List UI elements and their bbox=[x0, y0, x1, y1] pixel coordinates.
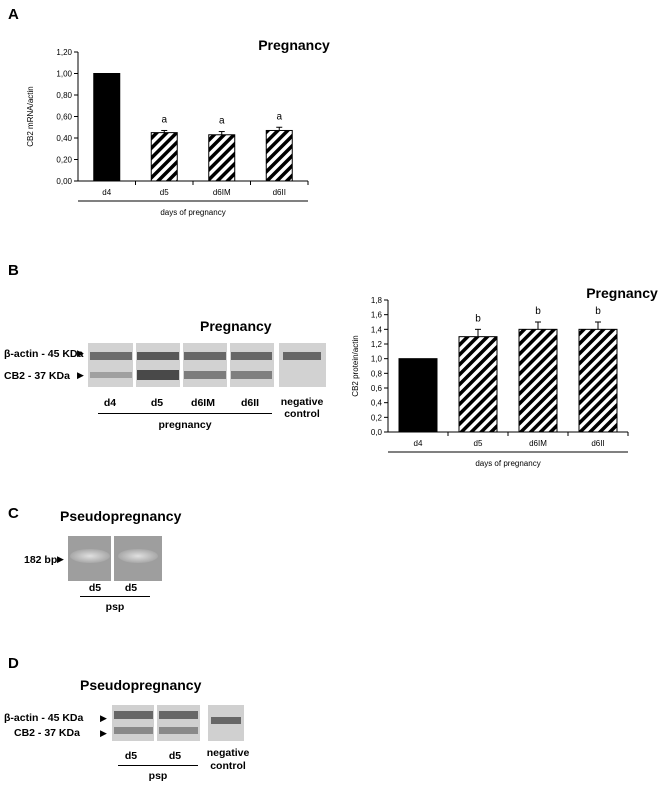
chart-b-x-tick-label: d5 bbox=[474, 439, 483, 448]
chart-a-y-tick-label: 0,00 bbox=[56, 177, 72, 186]
blot-b-title: Pregnancy bbox=[200, 318, 272, 334]
chart-a-significance-label: a bbox=[276, 111, 282, 122]
blot-d-band-label-actin: β-actin - 45 KDa bbox=[4, 712, 84, 724]
blot-b-group-label: pregnancy bbox=[158, 419, 212, 431]
gel-c-group-line bbox=[80, 596, 150, 597]
chart-b-y-tick-label: 1,0 bbox=[371, 355, 383, 364]
chart-b-bar bbox=[398, 358, 438, 433]
chart-a-y-tick-label: 1,20 bbox=[56, 48, 72, 57]
chart-a-y-tick-label: 0,20 bbox=[56, 156, 72, 165]
chart-b-x-tick-label: d4 bbox=[414, 439, 423, 448]
panel-letter-c: C bbox=[8, 505, 19, 522]
arrow-right-icon: ▶ bbox=[100, 728, 107, 738]
blot-d-negative-control-image bbox=[208, 705, 244, 741]
blot-d-lane-label: d5 bbox=[168, 750, 182, 762]
blot-b-lane-label: d6IM bbox=[191, 397, 215, 409]
arrow-right-icon: ▶ bbox=[77, 370, 84, 380]
chart-a-x-tick-label: d4 bbox=[102, 188, 111, 197]
chart-b-y-tick-label: 1,4 bbox=[371, 325, 383, 334]
chart-a-x-tick-label: d5 bbox=[160, 188, 169, 197]
blot-d-control-label-2: control bbox=[210, 760, 246, 772]
blot-d-title: Pseudopregnancy bbox=[80, 677, 202, 693]
blot-d-group-label: psp bbox=[148, 770, 168, 782]
blot-d-image bbox=[112, 705, 200, 741]
blot-b-lane-label: d6II bbox=[240, 397, 260, 409]
chart-b-y-tick-label: 0,6 bbox=[371, 384, 383, 393]
chart-b-title: Pregnancy bbox=[586, 285, 658, 301]
chart-a-bar bbox=[265, 129, 293, 182]
gel-c-image bbox=[68, 536, 162, 581]
chart-a-x-tick-label: d6II bbox=[273, 188, 286, 197]
blot-b-lane-label: d5 bbox=[150, 397, 164, 409]
blot-b-lane-label: d4 bbox=[103, 397, 117, 409]
chart-b-significance-label: b bbox=[595, 306, 601, 317]
chart-b-y-tick-label: 0,4 bbox=[371, 399, 383, 408]
gel-c-group-label: psp bbox=[105, 601, 125, 613]
chart-b-significance-label: b bbox=[475, 313, 481, 324]
blot-d-lane-label: d5 bbox=[124, 750, 138, 762]
chart-b-bar bbox=[518, 328, 558, 433]
chart-b-bar bbox=[578, 328, 618, 433]
blot-b-image bbox=[88, 343, 274, 387]
chart-a-y-axis-label: CB2 mRNA/actin bbox=[26, 86, 35, 146]
chart-b-y-tick-label: 0,8 bbox=[371, 369, 383, 378]
chart-a-x-axis-label: days of pregnancy bbox=[160, 208, 225, 217]
chart-b-y-tick-label: 1,8 bbox=[371, 296, 383, 305]
panel-letter-d: D bbox=[8, 655, 19, 672]
panel-letter-a: A bbox=[8, 6, 19, 23]
chart-b-y-tick-label: 1,2 bbox=[371, 340, 383, 349]
blot-b-control-label-1: negative bbox=[280, 396, 324, 408]
chart-a-title: Pregnancy bbox=[258, 37, 330, 53]
chart-b-y-tick-label: 1,6 bbox=[371, 311, 383, 320]
chart-a: 0,00 0,20 0,40 0,60 0,80 1,00 1,20 CB2 mRNA/act… bbox=[26, 37, 330, 217]
chart-a-bar bbox=[208, 134, 236, 182]
chart-b-y-axis-label: CB2 protein/actin bbox=[351, 335, 360, 396]
blot-b-group-line bbox=[98, 413, 272, 414]
chart-b-y-tick-label: 0,2 bbox=[371, 413, 383, 422]
chart-a-x-tick-label: d6IM bbox=[213, 188, 231, 197]
blot-b-band-label-actin: β-actin - 45 KDa bbox=[4, 348, 84, 360]
arrow-right-icon: ▶ bbox=[57, 554, 64, 564]
blot-d-group-line bbox=[118, 765, 198, 766]
chart-a-significance-label: a bbox=[161, 114, 167, 125]
arrow-right-icon: ▶ bbox=[77, 348, 84, 358]
gel-c-lane-label: d5 bbox=[124, 582, 138, 594]
chart-b: 0,0 0,2 0,4 0,6 0,8 1,0 1,2 1,4 1,6 1,8 CB2 protei… bbox=[351, 285, 658, 468]
chart-b-x-tick-label: d6II bbox=[591, 439, 604, 448]
chart-b-bar bbox=[458, 336, 498, 433]
chart-b-significance-label: b bbox=[535, 306, 541, 317]
chart-a-y-tick-label: 0,80 bbox=[56, 91, 72, 100]
chart-b-x-axis-label: days of pregnancy bbox=[475, 459, 540, 468]
chart-a-y-tick-label: 1,00 bbox=[56, 70, 72, 79]
gel-c-band-label: 182 bp bbox=[24, 554, 58, 566]
chart-b-y-tick-label: 0,0 bbox=[371, 428, 383, 437]
blot-b-control-label-2: control bbox=[284, 408, 320, 420]
blot-b-band-label-cb2: CB2 - 37 KDa bbox=[4, 370, 70, 382]
chart-a-y-tick-label: 0,40 bbox=[56, 134, 72, 143]
chart-a-bar bbox=[93, 73, 121, 182]
arrow-right-icon: ▶ bbox=[100, 713, 107, 723]
blot-d-band-label-cb2: CB2 - 37 KDa bbox=[14, 727, 80, 739]
chart-a-y-tick-label: 0,60 bbox=[56, 113, 72, 122]
blot-d-control-label-1: negative bbox=[206, 747, 250, 759]
gel-c-title: Pseudopregnancy bbox=[60, 508, 182, 524]
chart-b-x-tick-label: d6IM bbox=[529, 439, 547, 448]
panel-letter-b: B bbox=[8, 262, 19, 279]
gel-c-lane-label: d5 bbox=[88, 582, 102, 594]
blot-b-negative-control-image bbox=[279, 343, 326, 387]
chart-a-significance-label: a bbox=[219, 116, 225, 127]
